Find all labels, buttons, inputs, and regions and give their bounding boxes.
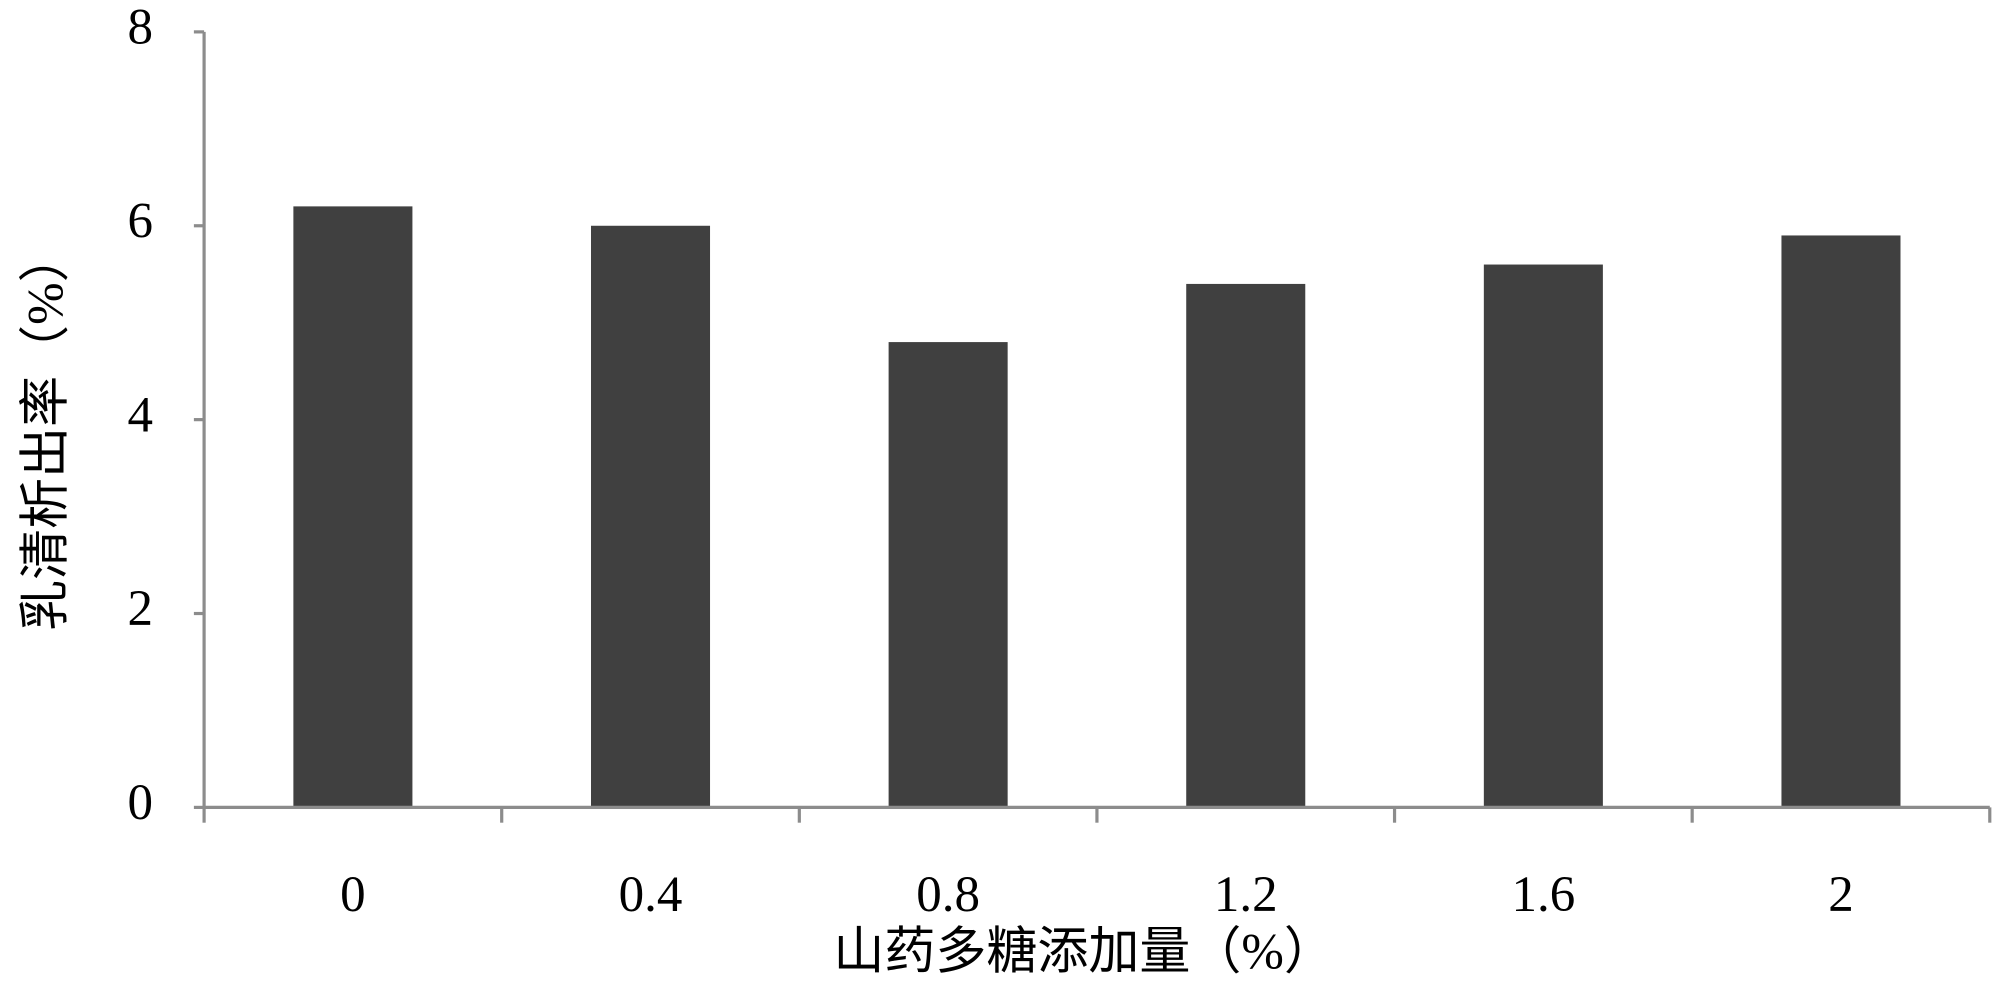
x-tick-label: 0.4 <box>619 867 683 923</box>
x-tick-label: 2 <box>1828 867 1854 923</box>
bar <box>293 206 413 808</box>
x-axis-title: 山药多糖添加量（%） <box>833 924 1335 980</box>
x-tick-label: 0.8 <box>916 867 980 923</box>
bar <box>1781 235 1901 808</box>
x-tick-label: 0 <box>340 867 366 923</box>
bar <box>1186 283 1306 808</box>
y-tick-label: 0 <box>128 775 154 831</box>
bar <box>1483 264 1603 808</box>
y-tick-label: 6 <box>128 193 154 249</box>
bar <box>888 342 1008 808</box>
y-tick-label: 8 <box>128 0 154 56</box>
y-tick-label: 2 <box>128 581 154 637</box>
y-tick-label: 4 <box>128 387 154 443</box>
x-tick-label: 1.2 <box>1214 867 1278 923</box>
bar <box>590 225 711 808</box>
y-axis-title: 乳清析出率（%） <box>19 231 75 630</box>
x-tick-label: 1.6 <box>1511 867 1575 923</box>
